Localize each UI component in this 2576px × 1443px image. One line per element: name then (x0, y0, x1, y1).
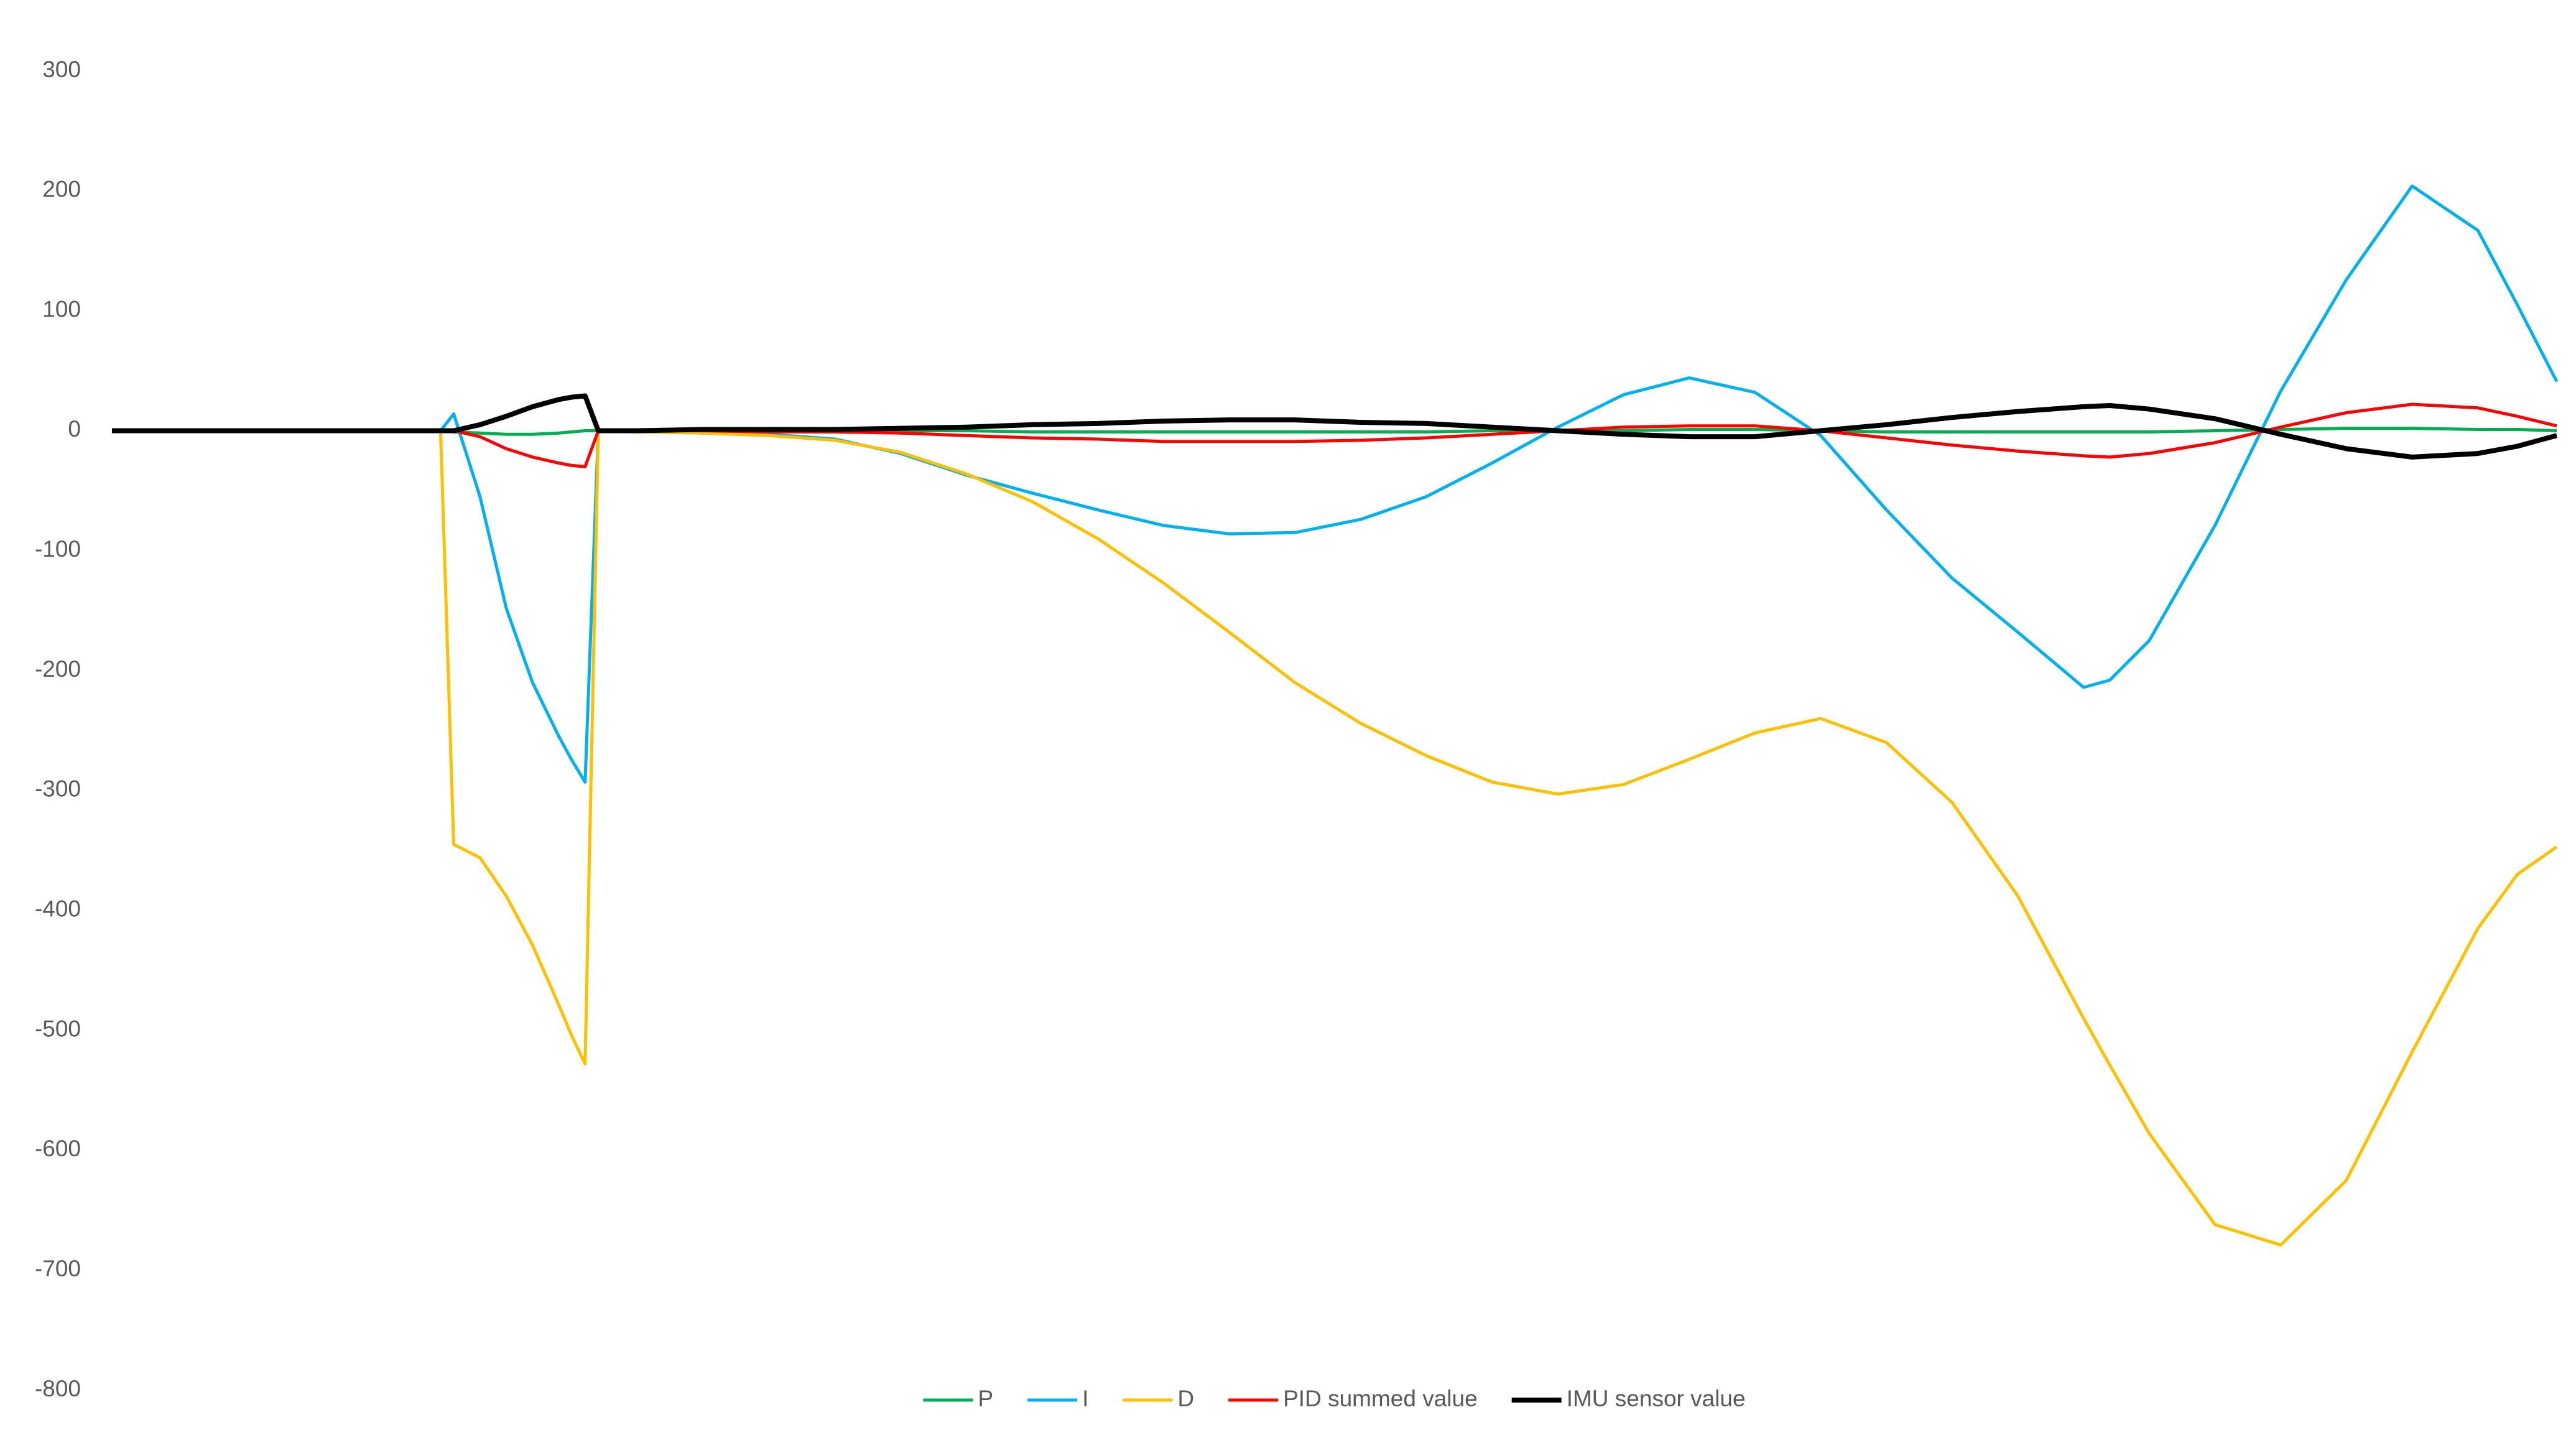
y-tick-label: -100 (35, 536, 81, 562)
series-line (112, 427, 2557, 436)
series-line (112, 184, 2559, 784)
legend-label: P (978, 1386, 993, 1411)
y-tick-label: -500 (35, 1016, 81, 1041)
y-tick-label: 200 (42, 177, 81, 202)
y-tick-label: -700 (35, 1256, 81, 1281)
legend-label: I (1082, 1386, 1088, 1411)
series-line (112, 429, 2558, 1247)
legend-label: PID summed value (1283, 1386, 1478, 1411)
y-tick-label: 300 (42, 57, 81, 82)
y-tick-label: -800 (35, 1376, 81, 1401)
y-tick-label: -300 (35, 776, 81, 802)
legend-label: D (1177, 1386, 1194, 1411)
y-tick-label: -600 (35, 1136, 81, 1161)
y-tick-label: 0 (68, 416, 81, 442)
y-tick-label: -400 (35, 896, 81, 922)
legend-label: IMU sensor value (1567, 1386, 1746, 1411)
y-tick-label: 100 (42, 296, 81, 322)
series-line (112, 402, 2557, 468)
y-tick-label: -200 (35, 656, 81, 682)
series-line (112, 393, 2558, 460)
